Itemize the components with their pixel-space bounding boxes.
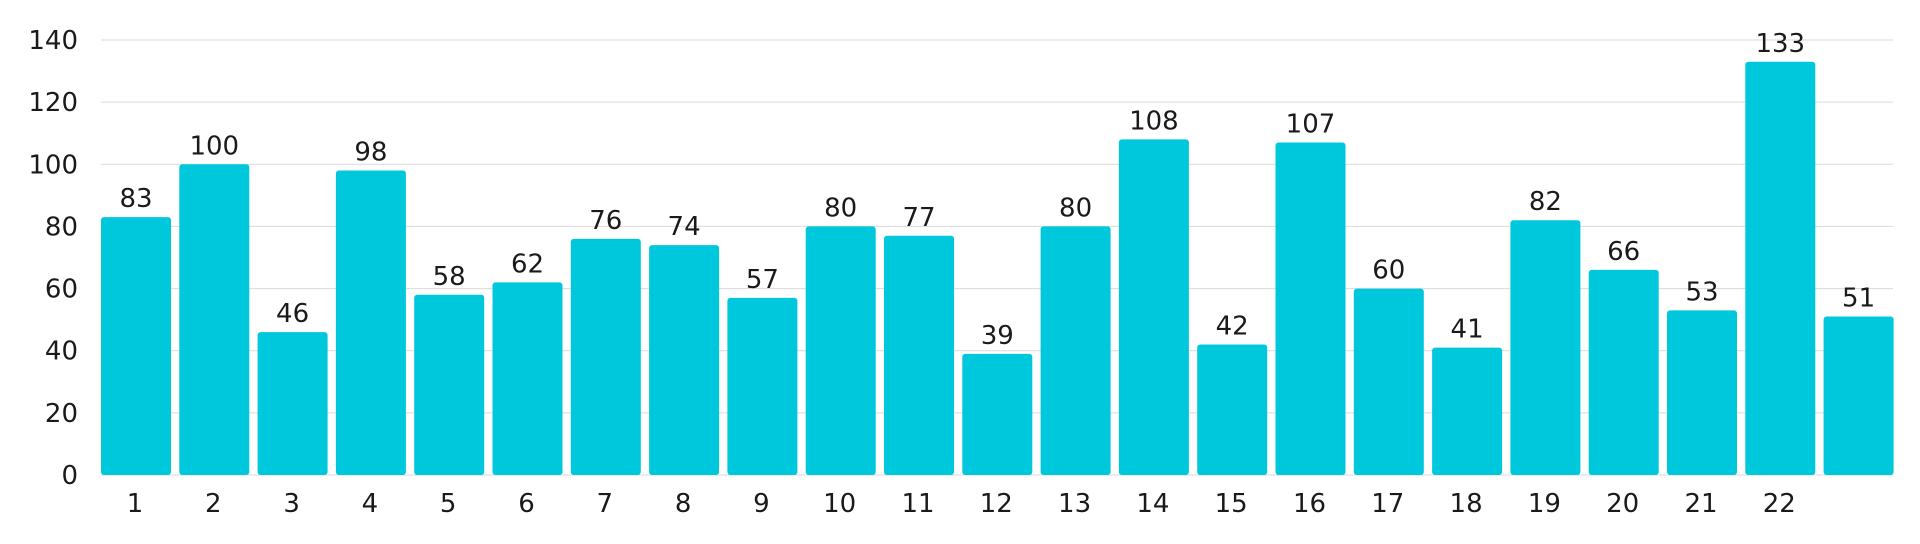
bar [101,217,171,475]
x-tick-label: 5 [440,489,457,519]
y-axis-tick-labels: 0 20 40 60 80 100 120 140 [28,26,78,491]
data-label: 77 [902,203,935,233]
bar [962,353,1033,475]
y-tick-label: 80 [45,212,78,242]
data-label: 80 [1059,193,1092,223]
x-tick-label: 22 [1763,489,1796,519]
bar [1353,288,1424,475]
x-tick-label: 21 [1684,489,1717,519]
bar [1823,316,1894,475]
y-tick-label: 140 [28,26,78,56]
x-axis-tick-labels: 1 2 3 4 5 6 7 8 9 10 11 12 13 14 15 16 17 18 19 20 21 22 [127,489,1796,519]
data-label: 42 [1216,312,1249,342]
data-label: 133 [1755,29,1805,59]
data-labels: 83 100 46 98 58 62 76 74 57 80 77 39 80 108 42 107 60 41 8… [119,29,1875,351]
x-tick-label: 18 [1450,489,1483,519]
bar [1118,139,1189,475]
bar [1588,269,1659,475]
data-label: 46 [276,299,309,329]
data-label: 76 [589,206,622,236]
bar [1432,347,1503,475]
x-tick-label: 3 [283,489,300,519]
x-tick-label: 10 [823,489,856,519]
data-label: 57 [746,265,779,295]
y-tick-label: 100 [28,150,78,180]
bars [101,61,1894,476]
data-label: 98 [354,138,387,168]
data-label: 83 [119,184,152,214]
x-tick-label: 4 [362,489,379,519]
data-label: 39 [981,321,1014,351]
bar [179,164,250,476]
data-label: 80 [824,193,857,223]
y-tick-label: 0 [61,461,78,491]
data-label: 107 [1286,110,1336,140]
bar [414,294,485,475]
data-label: 82 [1529,187,1562,217]
bar [1275,142,1346,476]
bar [1510,220,1581,475]
x-tick-label: 7 [597,489,614,519]
data-label: 60 [1372,256,1405,286]
x-tick-label: 12 [980,489,1013,519]
x-tick-label: 2 [205,489,222,519]
bar [1040,226,1111,475]
data-label: 74 [668,212,701,242]
x-tick-label: 19 [1528,489,1561,519]
data-label: 51 [1842,284,1875,314]
x-tick-label: 8 [675,489,692,519]
data-label: 41 [1451,315,1484,345]
bar [727,297,798,475]
bar [805,226,876,475]
bar [884,235,954,475]
y-tick-label: 20 [45,399,78,429]
x-tick-label: 1 [127,489,144,519]
bar [257,332,328,475]
y-tick-label: 40 [45,337,78,367]
data-label: 66 [1607,237,1640,267]
y-tick-label: 60 [45,275,78,305]
data-label: 100 [189,131,239,161]
data-label: 53 [1685,277,1718,307]
bar [1745,61,1816,475]
x-tick-label: 11 [901,489,934,519]
x-tick-label: 9 [753,489,770,519]
bar [335,170,406,475]
x-tick-label: 20 [1606,489,1639,519]
x-tick-label: 13 [1058,489,1091,519]
x-tick-label: 17 [1371,489,1404,519]
data-label: 108 [1129,106,1179,136]
bar [1197,344,1268,475]
data-label: 62 [511,249,544,279]
y-tick-label: 120 [28,88,78,118]
data-label: 58 [433,262,466,292]
x-tick-label: 15 [1215,489,1248,519]
x-tick-label: 14 [1136,489,1169,519]
bar [570,238,641,475]
bar [492,282,563,475]
bar [1667,310,1737,475]
bar [649,245,720,475]
x-tick-label: 16 [1293,489,1326,519]
x-tick-label: 6 [518,489,535,519]
